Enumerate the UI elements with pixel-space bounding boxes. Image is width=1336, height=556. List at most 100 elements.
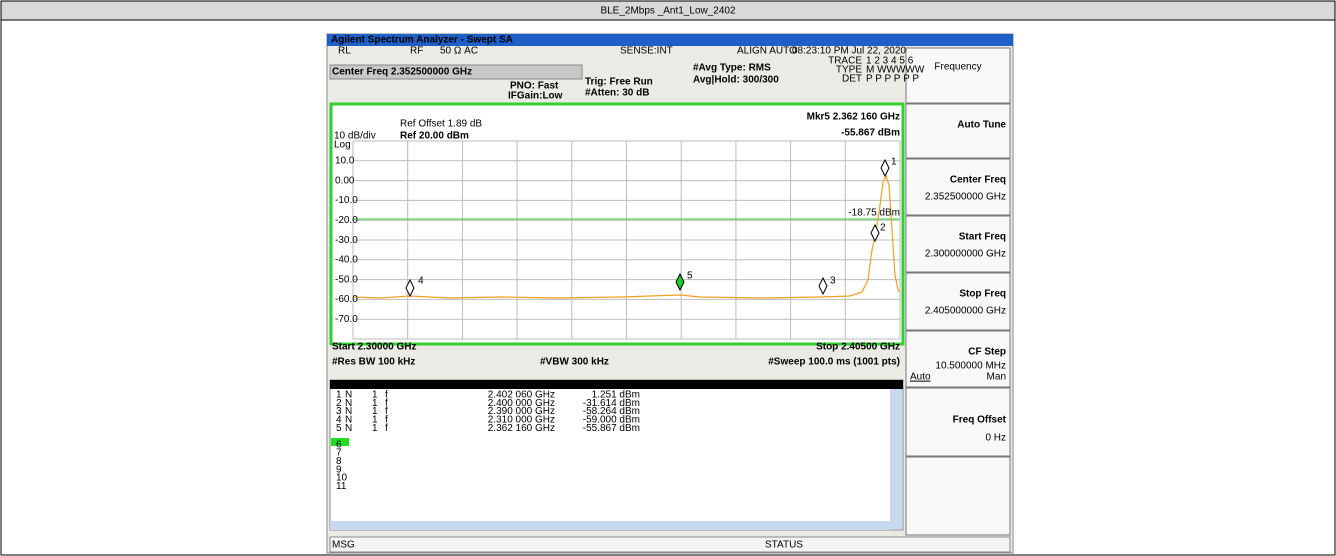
trace bbox=[352, 174, 901, 299]
softkey-label: CF Step bbox=[968, 347, 1006, 358]
marker-label: 1 bbox=[891, 157, 897, 168]
table-cell: 2.402 060 GHz bbox=[488, 390, 555, 401]
window-title: Agilent Spectrum Analyzer - Swept SA bbox=[331, 35, 513, 46]
table-cell: -55.867 dBm bbox=[583, 423, 640, 434]
det-vals: P P P P P P bbox=[866, 74, 919, 85]
vbw: #VBW 300 kHz bbox=[540, 357, 609, 368]
y-label: -70.0 bbox=[335, 314, 358, 325]
trace-nums: 1 2 3 4 5 6 bbox=[866, 56, 914, 67]
softkeys bbox=[905, 47, 1011, 536]
softkey-label: Freq Offset bbox=[953, 415, 1007, 426]
y-label: 10.0 bbox=[335, 156, 355, 167]
table-cell: 2.362 160 GHz bbox=[488, 423, 555, 434]
status-bar bbox=[329, 536, 1011, 553]
sense: SENSE:INT bbox=[620, 46, 673, 57]
softkey[interactable] bbox=[905, 456, 1011, 536]
atten: #Atten: 30 dB bbox=[585, 88, 649, 99]
table-cell: 1 bbox=[372, 390, 378, 401]
table-cell: 1 bbox=[372, 423, 378, 434]
marker-3 bbox=[818, 276, 828, 296]
table-cell: -31.614 dBm bbox=[583, 398, 640, 409]
log: Log bbox=[334, 140, 351, 151]
table-cell: f bbox=[385, 406, 388, 417]
column-header: TRC bbox=[370, 380, 391, 391]
pno: PNO: Fast bbox=[510, 81, 559, 92]
marker-label: 3 bbox=[830, 276, 836, 287]
start: Start 2.30000 GHz bbox=[332, 342, 417, 353]
softkey[interactable] bbox=[905, 330, 1011, 388]
rf: RF bbox=[410, 46, 423, 57]
table-cell: 5 bbox=[336, 423, 342, 434]
stop: Stop 2.40500 GHz bbox=[816, 342, 900, 353]
softkey[interactable] bbox=[905, 387, 1011, 457]
center-freq: Center Freq 2.352500000 GHz bbox=[332, 67, 472, 78]
softkey[interactable] bbox=[905, 47, 1011, 104]
marker-table bbox=[329, 379, 904, 531]
column-header: X bbox=[484, 380, 491, 391]
table-cell: 1.251 dBm bbox=[592, 390, 640, 401]
table-cell: 2.400 000 GHz bbox=[488, 398, 555, 409]
table-cell: f bbox=[385, 390, 388, 401]
ref-offset: Ref Offset 1.89 dB bbox=[400, 119, 482, 130]
sweep: #Sweep 100.0 ms (1001 pts) bbox=[768, 357, 900, 368]
type-label: TYPE bbox=[836, 65, 862, 76]
softkey-option: Auto bbox=[910, 372, 931, 383]
det-label: DET bbox=[842, 74, 862, 85]
softkey-option: Man bbox=[987, 372, 1006, 383]
avg-type: #Avg Type: RMS bbox=[693, 63, 771, 74]
table-cell: 10 bbox=[336, 473, 348, 484]
softkey-value: 10.500000 MHz bbox=[935, 361, 1006, 372]
softkey[interactable] bbox=[905, 103, 1011, 159]
softkey-label: Start Freq bbox=[959, 232, 1006, 243]
scale: 10 dB/div bbox=[334, 131, 376, 142]
center-freq-box bbox=[329, 64, 583, 80]
softkey[interactable] bbox=[905, 215, 1011, 273]
table-cell: 11 bbox=[336, 481, 347, 492]
marker-label: 5 bbox=[687, 271, 693, 282]
status: STATUS bbox=[765, 540, 803, 551]
table-cell: 1 bbox=[336, 390, 342, 401]
rbw: #Res BW 100 kHz bbox=[332, 357, 415, 368]
y-label: -10.0 bbox=[335, 195, 358, 206]
trace-label: TRACE bbox=[828, 56, 862, 67]
ref-level: Ref 20.00 dBm bbox=[400, 131, 469, 142]
table-cell: 7 bbox=[336, 448, 342, 459]
table-cell: f bbox=[385, 423, 388, 434]
softkey[interactable] bbox=[905, 272, 1011, 331]
msg: MSG bbox=[332, 540, 355, 551]
marker-label: 4 bbox=[418, 276, 424, 287]
table-cell: f bbox=[385, 398, 388, 409]
y-label: -30.0 bbox=[335, 235, 358, 246]
table-cell: 2 bbox=[336, 398, 342, 409]
rl: RL bbox=[338, 46, 351, 57]
column-header: FUNCTION WIDTH bbox=[713, 380, 800, 391]
table-cell: 2.390 000 GHz bbox=[488, 406, 555, 417]
type-vals: M WWWWW bbox=[866, 65, 925, 76]
column-header: Y bbox=[597, 380, 604, 391]
softkey-label: Stop Freq bbox=[959, 289, 1006, 300]
table-cell: 6 bbox=[336, 439, 342, 450]
table-cell: -59.000 dBm bbox=[583, 415, 640, 426]
y-label: -20.0 bbox=[335, 215, 358, 226]
table-cell: 2.310 000 GHz bbox=[488, 415, 555, 426]
trig: Trig: Free Run bbox=[585, 77, 653, 88]
column-header: MKR bbox=[333, 380, 355, 391]
table-cell: N bbox=[345, 398, 352, 409]
column-header: SCL bbox=[383, 380, 403, 391]
softkey-menu: Frequency bbox=[934, 62, 981, 73]
window-title-bar bbox=[327, 34, 1013, 46]
softkey-value: 2.300000000 GHz bbox=[925, 249, 1006, 260]
softkey-value: 2.352500000 GHz bbox=[925, 192, 1006, 203]
avg-hold: Avg|Hold: 300/300 bbox=[693, 75, 779, 86]
softkey[interactable] bbox=[905, 158, 1011, 216]
table-cell: -58.264 dBm bbox=[583, 406, 640, 417]
softkey-label: Center Freq bbox=[950, 175, 1006, 186]
table-cell: 4 bbox=[336, 415, 342, 426]
table-cell: 3 bbox=[336, 406, 342, 417]
marker-4 bbox=[405, 278, 415, 298]
softkey-value: 0 Hz bbox=[985, 433, 1006, 444]
softkey-label: Auto Tune bbox=[957, 120, 1006, 131]
table-cell: 8 bbox=[336, 456, 342, 467]
table-cell: 1 bbox=[372, 415, 378, 426]
